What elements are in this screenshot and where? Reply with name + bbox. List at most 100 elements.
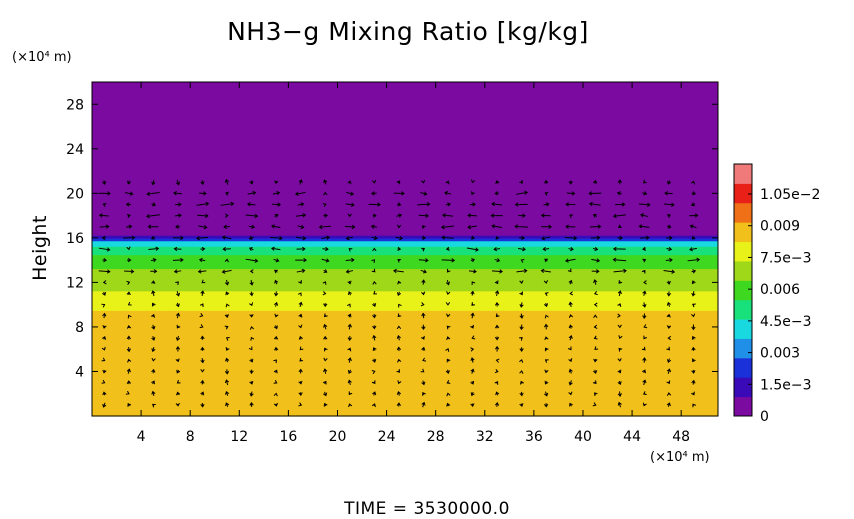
- wind-vector-head: [446, 291, 451, 296]
- wind-vector-head: [275, 258, 280, 263]
- wind-vector-head: [422, 235, 426, 240]
- wind-vector-head: [302, 246, 306, 252]
- wind-vector-head: [642, 246, 646, 251]
- field-band: [92, 321, 718, 325]
- wind-vector-head: [173, 246, 178, 252]
- wind-vector-head: [617, 179, 622, 184]
- field-band: [92, 346, 718, 350]
- wind-vector: [492, 203, 503, 206]
- wind-vector-head: [324, 213, 328, 218]
- wind-vector-head: [446, 336, 451, 341]
- colorbar-segment: [734, 377, 752, 398]
- wind-vector-head: [612, 246, 617, 252]
- x-tick-label: 40: [574, 429, 592, 445]
- wind-vector-head: [544, 347, 549, 352]
- wind-vector-head: [225, 357, 230, 362]
- wind-vector-head: [642, 379, 647, 384]
- y-axis: 4 8 12 16 20 24 28: [66, 97, 718, 380]
- colorbar: 0 1.5e−3 0.003 4.5e−3 0.006 7.5e−3 0.009 1.05e−…: [733, 163, 820, 425]
- field-band: [92, 340, 718, 345]
- wind-vector-head: [420, 335, 425, 340]
- wind-vector-head: [371, 369, 376, 375]
- wind-vector: [198, 225, 207, 229]
- wind-vector-head: [102, 324, 107, 329]
- wind-vector-head: [126, 246, 131, 251]
- wind-vector-head: [347, 379, 352, 384]
- wind-vector-head: [499, 269, 503, 274]
- wind-vector-head: [594, 246, 599, 252]
- mixing-ratio-field: [92, 82, 718, 417]
- wind-vector-head: [152, 202, 156, 207]
- wind-vector: [99, 225, 109, 228]
- field-band: [92, 179, 718, 183]
- wind-vector-head: [225, 402, 230, 407]
- wind-vector-head: [617, 303, 622, 307]
- wind-vector-head: [371, 268, 376, 273]
- wind-vector-head: [371, 191, 375, 196]
- field-band: [92, 357, 718, 361]
- wind-vector-head: [567, 346, 572, 351]
- wind-vector-head: [106, 269, 111, 274]
- field-band: [92, 237, 718, 242]
- wind-vector-head: [691, 335, 696, 340]
- wind-vector-head: [372, 334, 377, 339]
- wind-vector-head: [101, 235, 106, 241]
- wind-vector-head: [643, 179, 647, 184]
- wind-vector-head: [151, 380, 155, 385]
- colorbar-segment: [734, 241, 752, 262]
- wind-vector: [247, 192, 256, 195]
- wind-vector-head: [571, 191, 576, 196]
- wind-vector: [295, 214, 306, 217]
- wind-vector-head: [101, 303, 106, 308]
- colorbar-tick-label: 0.006: [760, 282, 800, 298]
- field-band: [92, 385, 718, 389]
- wind-vector-head: [274, 313, 279, 318]
- field-band: [92, 240, 718, 245]
- field-band: [92, 390, 718, 395]
- y-tick-label: 28: [66, 97, 84, 113]
- wind-vector-head: [596, 258, 601, 263]
- wind-vector-head: [347, 347, 352, 352]
- wind-vector-head: [569, 246, 574, 252]
- wind-vector-head: [126, 380, 132, 384]
- wind-vector-head: [251, 224, 256, 229]
- wind-vector: [321, 236, 330, 240]
- wind-vector-head: [691, 313, 696, 318]
- field-band: [92, 215, 718, 219]
- wind-vector-head: [126, 280, 131, 285]
- field-band: [92, 396, 718, 400]
- wind-vector-head: [127, 301, 132, 306]
- wind-vector-head: [617, 393, 622, 397]
- wind-vector-head: [273, 292, 279, 297]
- wind-vector-head: [107, 191, 111, 196]
- wind-vector-head: [420, 302, 425, 307]
- wind-vector-head: [176, 369, 181, 374]
- field-band: [92, 210, 718, 214]
- wind-vector-head: [691, 235, 696, 240]
- wind-vector: [418, 259, 428, 261]
- wind-vector-head: [617, 290, 622, 295]
- wind-vector-head: [249, 302, 254, 307]
- wind-vector-head: [221, 269, 226, 274]
- wind-vector-head: [494, 280, 499, 285]
- wind-vector-head: [103, 257, 108, 263]
- wind-vector-head: [470, 347, 475, 352]
- wind-vector: [441, 225, 455, 228]
- wind-vector-head: [666, 292, 672, 297]
- wind-vector-head: [617, 224, 622, 229]
- wind-vector-head: [520, 259, 525, 263]
- wind-vector-head: [441, 235, 446, 240]
- field-band: [92, 137, 718, 142]
- wind-vector: [420, 191, 427, 195]
- wind-vector-head: [273, 402, 279, 407]
- wind-vector-head: [666, 301, 671, 306]
- wind-vector-head: [617, 357, 622, 362]
- wind-vector-head: [691, 379, 696, 384]
- field-band: [92, 148, 718, 153]
- wind-vector-head: [323, 347, 328, 352]
- wind-vector-head: [201, 279, 206, 284]
- field-band: [92, 123, 718, 128]
- wind-vector-head: [373, 235, 378, 241]
- wind-vector-head: [151, 280, 156, 284]
- wind-vector-head: [642, 290, 647, 295]
